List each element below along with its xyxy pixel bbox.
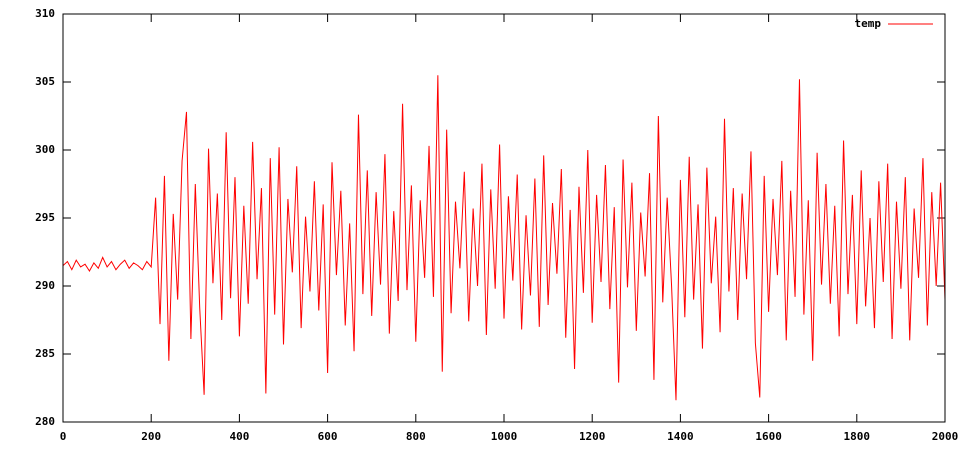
x-tick-label: 400 xyxy=(229,430,249,443)
x-tick-label: 2000 xyxy=(932,430,959,443)
legend-label: temp xyxy=(855,17,882,30)
x-tick-label: 1600 xyxy=(755,430,782,443)
y-tick-label: 285 xyxy=(35,347,55,360)
y-tick-label: 290 xyxy=(35,279,55,292)
x-tick-label: 800 xyxy=(406,430,426,443)
x-tick-label: 1200 xyxy=(579,430,606,443)
x-tick-label: 1400 xyxy=(667,430,694,443)
plot-border xyxy=(62,13,946,423)
y-tick-label: 280 xyxy=(35,415,55,428)
x-tick-label: 1800 xyxy=(844,430,871,443)
x-tick-label: 0 xyxy=(60,430,67,443)
x-tick-label: 1000 xyxy=(491,430,518,443)
data-line xyxy=(62,75,946,401)
y-tick-label: 295 xyxy=(35,211,55,224)
x-tick-label: 600 xyxy=(318,430,338,443)
y-tick-label: 300 xyxy=(35,143,55,156)
y-tick-label: 310 xyxy=(35,7,55,20)
y-tick-label: 305 xyxy=(35,75,55,88)
x-tick-label: 200 xyxy=(141,430,161,443)
